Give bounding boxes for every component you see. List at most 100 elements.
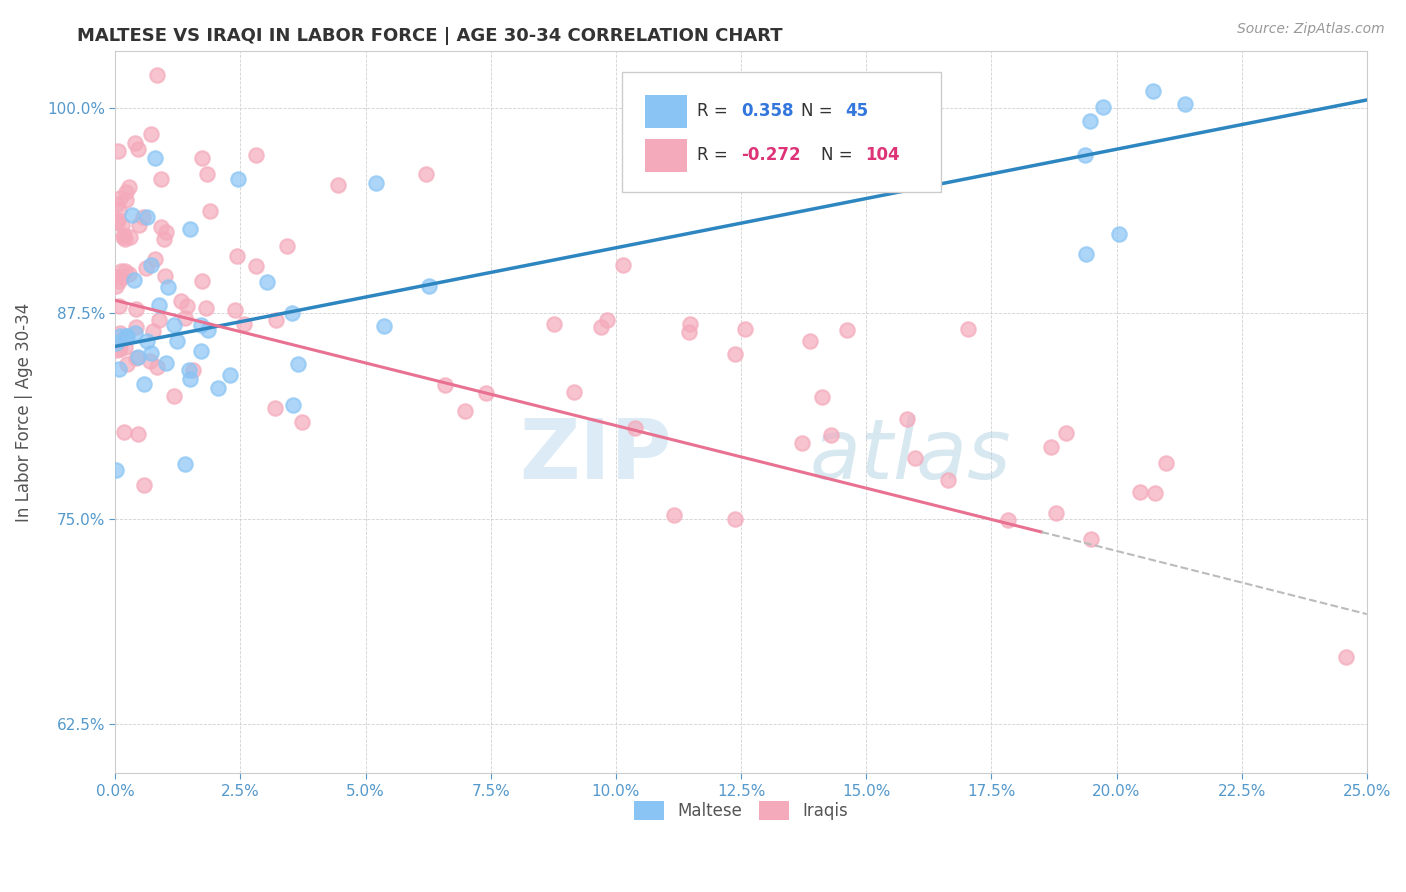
Text: ZIP: ZIP — [520, 415, 672, 496]
Point — [198, 203, 221, 218]
Point — [1334, 650, 1357, 665]
Point — [105, 215, 128, 229]
Point — [125, 301, 148, 316]
Point — [115, 193, 138, 207]
Point — [1074, 148, 1097, 162]
Point — [596, 313, 619, 327]
Point — [120, 229, 142, 244]
Point — [678, 325, 700, 339]
Point — [799, 334, 821, 348]
Point — [1154, 456, 1177, 470]
Point — [150, 219, 173, 234]
FancyBboxPatch shape — [645, 95, 688, 128]
Point — [157, 280, 180, 294]
Point — [127, 350, 149, 364]
Point — [1054, 426, 1077, 441]
Point — [166, 334, 188, 349]
Point — [723, 512, 745, 526]
Point — [233, 317, 256, 331]
Point — [1091, 100, 1114, 114]
Point — [143, 151, 166, 165]
Point — [135, 260, 157, 275]
Point — [127, 142, 149, 156]
Point — [110, 329, 132, 343]
Point — [1080, 532, 1102, 546]
Point — [107, 144, 129, 158]
Point — [118, 267, 141, 281]
Point — [107, 275, 129, 289]
Point — [114, 263, 136, 277]
Point — [105, 463, 128, 477]
Point — [124, 351, 146, 366]
Point — [287, 357, 309, 371]
Point — [143, 252, 166, 267]
Point — [146, 68, 169, 82]
Point — [434, 378, 457, 392]
Point — [190, 318, 212, 332]
Point — [1108, 227, 1130, 241]
Point — [454, 403, 477, 417]
Point — [148, 313, 170, 327]
Point — [224, 302, 246, 317]
Legend: Maltese, Iraqis: Maltese, Iraqis — [627, 794, 855, 827]
Point — [139, 127, 162, 141]
Point — [115, 329, 138, 343]
Point — [195, 301, 218, 315]
Point — [148, 298, 170, 312]
Point — [153, 232, 176, 246]
Point — [662, 508, 685, 522]
Point — [111, 218, 134, 232]
Point — [155, 225, 177, 239]
Point — [197, 323, 219, 337]
Point — [112, 425, 135, 439]
Text: R =: R = — [697, 146, 734, 164]
Point — [108, 203, 131, 218]
Point — [105, 270, 128, 285]
FancyBboxPatch shape — [645, 139, 688, 172]
Point — [138, 354, 160, 368]
Point — [110, 264, 132, 278]
Point — [155, 356, 177, 370]
Point — [1040, 440, 1063, 454]
Point — [135, 334, 157, 348]
Point — [281, 398, 304, 412]
Point — [153, 269, 176, 284]
Point — [589, 320, 612, 334]
Point — [264, 312, 287, 326]
Point — [734, 322, 756, 336]
Point — [108, 191, 131, 205]
Point — [179, 363, 201, 377]
Point — [179, 372, 201, 386]
Text: -0.272: -0.272 — [741, 146, 800, 164]
Text: 45: 45 — [845, 102, 868, 120]
Point — [112, 227, 135, 242]
Point — [117, 329, 139, 343]
Point — [291, 415, 314, 429]
Point — [1045, 506, 1067, 520]
Point — [373, 318, 395, 333]
Point — [256, 275, 278, 289]
Point — [181, 363, 204, 377]
Point — [139, 346, 162, 360]
Point — [896, 412, 918, 426]
Point — [124, 272, 146, 286]
Point — [820, 427, 842, 442]
Point — [623, 421, 645, 435]
Text: N =: N = — [821, 146, 858, 164]
Point — [276, 239, 298, 253]
Point — [115, 357, 138, 371]
Point — [207, 381, 229, 395]
Text: N =: N = — [801, 102, 838, 120]
Point — [118, 179, 141, 194]
Point — [142, 324, 165, 338]
Point — [938, 473, 960, 487]
Point — [418, 279, 440, 293]
Point — [111, 270, 134, 285]
Point — [105, 343, 128, 357]
Point — [1174, 97, 1197, 112]
Point — [835, 323, 858, 337]
Point — [162, 389, 184, 403]
Point — [263, 401, 285, 416]
Point — [107, 362, 129, 376]
Point — [562, 385, 585, 400]
